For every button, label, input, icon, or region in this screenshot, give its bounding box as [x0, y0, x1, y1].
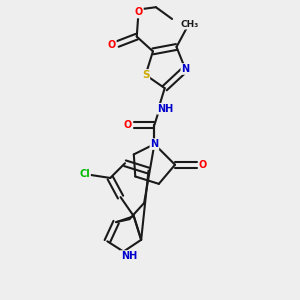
Text: O: O	[124, 120, 132, 130]
Text: O: O	[135, 8, 143, 17]
Text: CH₃: CH₃	[181, 20, 199, 29]
Text: Cl: Cl	[79, 169, 90, 178]
Text: N: N	[150, 139, 158, 149]
Text: N: N	[181, 64, 189, 74]
Text: S: S	[142, 70, 149, 80]
Text: O: O	[199, 160, 207, 170]
Text: NH: NH	[121, 251, 137, 261]
Text: O: O	[108, 40, 116, 50]
Text: NH: NH	[157, 104, 173, 114]
